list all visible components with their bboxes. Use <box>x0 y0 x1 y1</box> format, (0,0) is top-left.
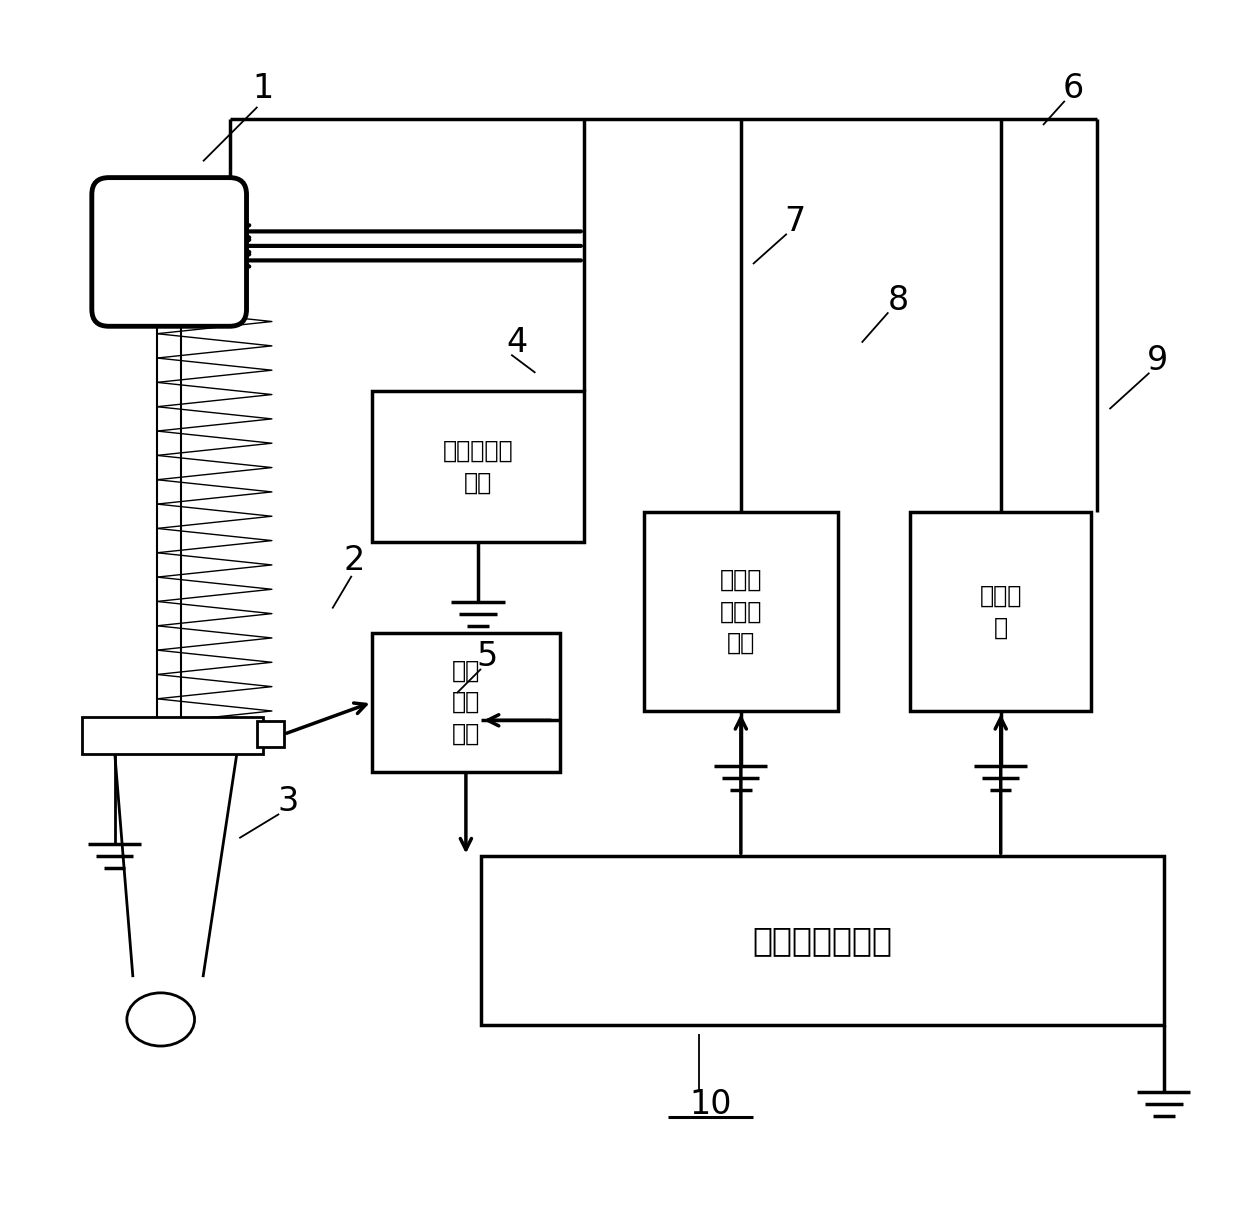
Bar <box>372 633 559 772</box>
Text: 串联谐
振升压
装置: 串联谐 振升压 装置 <box>719 568 763 655</box>
Text: 9: 9 <box>1147 344 1168 377</box>
Text: 4: 4 <box>507 326 528 359</box>
Text: 标准电压互
感器: 标准电压互 感器 <box>443 438 513 494</box>
Text: 测量与控制模块: 测量与控制模块 <box>753 925 893 958</box>
Bar <box>82 717 263 753</box>
Text: 5: 5 <box>476 640 497 673</box>
Bar <box>910 512 1091 711</box>
Bar <box>644 512 837 711</box>
Text: 1: 1 <box>253 72 274 106</box>
Bar <box>372 391 584 542</box>
Text: 变频电
源: 变频电 源 <box>980 584 1022 639</box>
Text: 10: 10 <box>689 1088 732 1121</box>
Bar <box>258 720 284 747</box>
Text: 2: 2 <box>343 544 365 577</box>
Text: 3: 3 <box>277 785 299 818</box>
Text: 电流
检测
模块: 电流 检测 模块 <box>451 658 480 746</box>
Text: 7: 7 <box>785 206 806 239</box>
Text: 8: 8 <box>888 284 909 316</box>
FancyBboxPatch shape <box>92 178 247 326</box>
Bar <box>481 857 1164 1026</box>
Ellipse shape <box>126 993 195 1047</box>
Text: 6: 6 <box>1063 72 1084 106</box>
